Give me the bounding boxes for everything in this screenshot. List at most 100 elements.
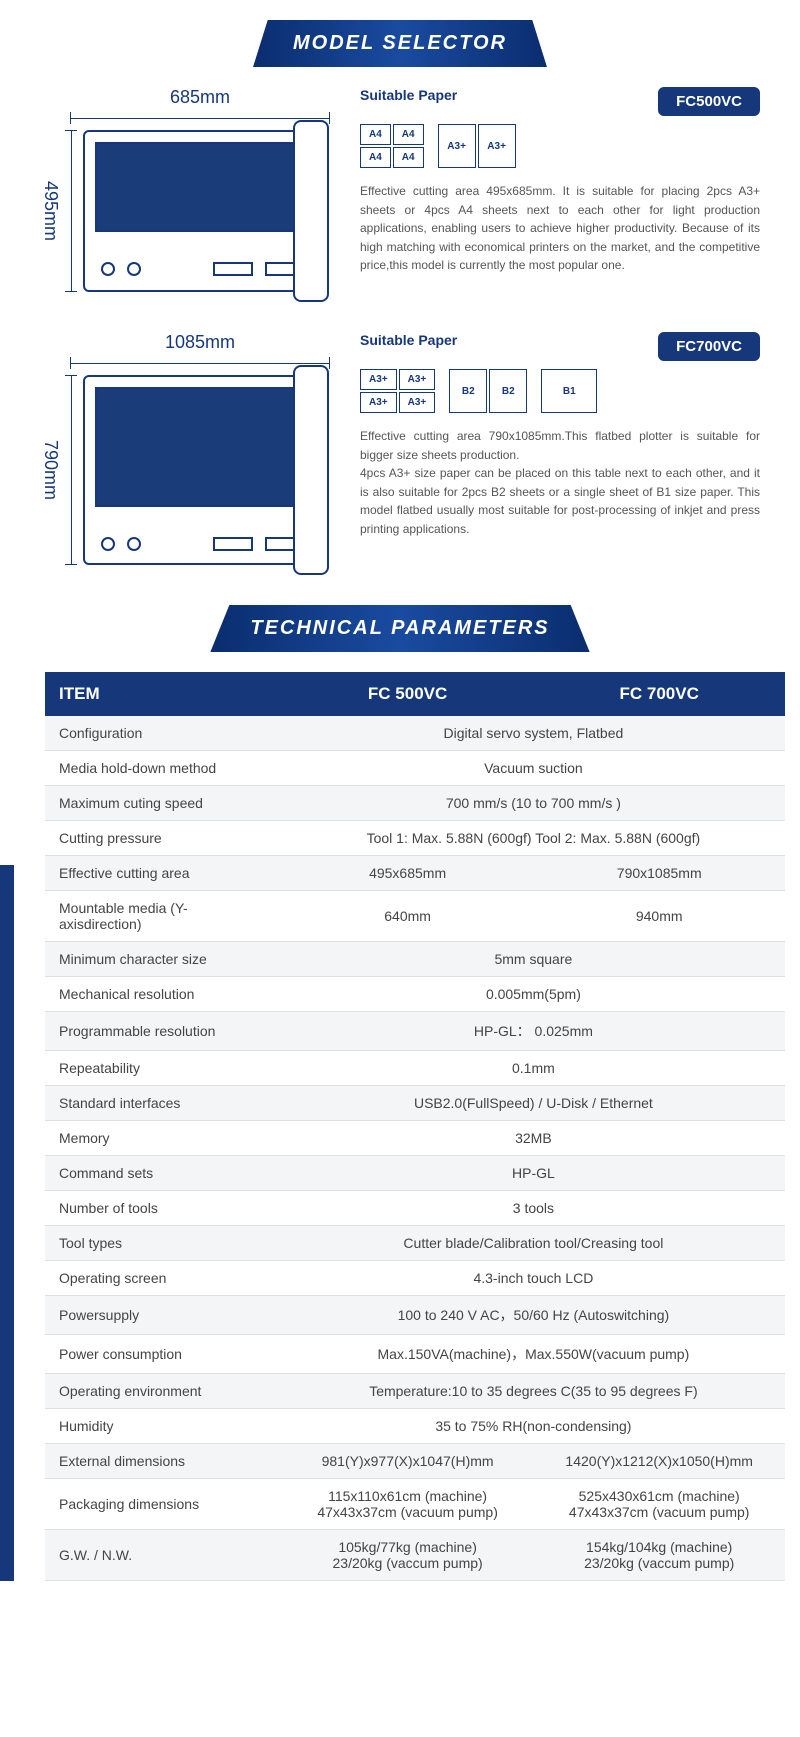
spec-label: External dimensions	[45, 1444, 282, 1479]
spec-value-a: 640mm	[282, 891, 534, 942]
technical-parameters-banner: TECHNICAL PARAMETERS	[210, 605, 589, 652]
spec-label: Memory	[45, 1121, 282, 1156]
spec-value: 700 mm/s (10 to 700 mm/s )	[282, 786, 785, 821]
spec-label: Mountable media (Y-axisdirection)	[45, 891, 282, 942]
paper-cell: A3+	[399, 392, 436, 413]
model-badge: FC700VC	[658, 332, 760, 361]
spec-label: Maximum cuting speed	[45, 786, 282, 821]
spec-value: 35 to 75% RH(non-condensing)	[282, 1409, 785, 1444]
spec-value: HP-GL： 0.025mm	[282, 1012, 785, 1051]
paper-cell: A3+	[399, 369, 436, 390]
knob-icon	[127, 537, 141, 551]
machine-outline	[83, 130, 323, 292]
suitable-paper-label: Suitable Paper	[360, 87, 457, 103]
dim-bar-vertical	[65, 375, 77, 565]
table-row: Operating environmentTemperature:10 to 3…	[45, 1374, 785, 1409]
knob-icon	[101, 262, 115, 276]
spec-value: Vacuum suction	[282, 751, 785, 786]
tower-icon	[293, 365, 329, 575]
button-icon	[213, 262, 253, 276]
table-row: Humidity35 to 75% RH(non-condensing)	[45, 1409, 785, 1444]
spec-label: Operating screen	[45, 1261, 282, 1296]
spec-label: Mechanical resolution	[45, 977, 282, 1012]
spec-value: Temperature:10 to 35 degrees C(35 to 95 …	[282, 1374, 785, 1409]
spec-value-b: 1420(Y)x1212(X)x1050(H)mm	[533, 1444, 785, 1479]
spec-value: 100 to 240 V AC，50/60 Hz (Autoswitching)	[282, 1296, 785, 1335]
paper-groups: A3+ A3+ A3+ A3+ B2 B2 B1	[360, 369, 760, 413]
table-row: G.W. / N.W.105kg/77kg (machine) 23/20kg …	[45, 1530, 785, 1581]
model-description: Effective cutting area 790x1085mm.This f…	[360, 427, 760, 539]
model-description: Effective cutting area 495x685mm. It is …	[360, 182, 760, 275]
spec-label: G.W. / N.W.	[45, 1530, 282, 1581]
machine-controls	[95, 537, 311, 555]
table-header-item: ITEM	[45, 672, 282, 716]
paper-cell: A4	[393, 147, 424, 168]
table-row: ConfigurationDigital servo system, Flatb…	[45, 716, 785, 751]
spec-label: Repeatability	[45, 1051, 282, 1086]
spec-label: Powersupply	[45, 1296, 282, 1335]
dim-bar-horizontal	[70, 112, 330, 124]
table-row: Media hold-down methodVacuum suction	[45, 751, 785, 786]
button-icon	[213, 537, 253, 551]
table-row: Command setsHP-GL	[45, 1156, 785, 1191]
machine-controls	[95, 262, 311, 280]
table-header-fc700vc: FC 700VC	[533, 672, 785, 716]
spec-value: 5mm square	[282, 942, 785, 977]
paper-cell: A3+	[360, 369, 397, 390]
spec-value: USB2.0(FullSpeed) / U-Disk / Ethernet	[282, 1086, 785, 1121]
knob-icon	[127, 262, 141, 276]
table-row: Operating screen4.3-inch touch LCD	[45, 1261, 785, 1296]
model-row-fc500vc: 685mm 495mm	[40, 87, 760, 292]
spec-value-b: 525x430x61cm (machine) 47x43x37cm (vacuu…	[533, 1479, 785, 1530]
spec-label: Power consumption	[45, 1335, 282, 1374]
spec-value-a: 105kg/77kg (machine) 23/20kg (vaccum pum…	[282, 1530, 534, 1581]
dim-bar-vertical	[65, 130, 77, 292]
table-row: Power consumptionMax.150VA(machine)，Max.…	[45, 1335, 785, 1374]
spec-label: Cutting pressure	[45, 821, 282, 856]
spec-label: Humidity	[45, 1409, 282, 1444]
dim-height: 495mm	[40, 130, 61, 292]
table-row: Mountable media (Y-axisdirection)640mm94…	[45, 891, 785, 942]
paper-cell: B1	[541, 369, 597, 413]
spec-value-a: 115x110x61cm (machine) 47x43x37cm (vacuu…	[282, 1479, 534, 1530]
spec-table: ITEM FC 500VC FC 700VC ConfigurationDigi…	[45, 672, 785, 1581]
spec-value: HP-GL	[282, 1156, 785, 1191]
spec-label: Effective cutting area	[45, 856, 282, 891]
spec-value-a: 981(Y)x977(X)x1047(H)mm	[282, 1444, 534, 1479]
spec-value: Tool 1: Max. 5.88N (600gf) Tool 2: Max. …	[282, 821, 785, 856]
paper-cell: A4	[393, 124, 424, 145]
models-container: 685mm 495mm	[0, 87, 800, 565]
spec-value: 32MB	[282, 1121, 785, 1156]
paper-cell: A4	[360, 147, 391, 168]
table-row: External dimensions981(Y)x977(X)x1047(H)…	[45, 1444, 785, 1479]
table-row: Mechanical resolution0.005mm(5pm)	[45, 977, 785, 1012]
table-row: Cutting pressureTool 1: Max. 5.88N (600g…	[45, 821, 785, 856]
spec-value: 0.005mm(5pm)	[282, 977, 785, 1012]
paper-cell: A3+	[478, 124, 516, 168]
spec-value: Max.150VA(machine)，Max.550W(vacuum pump)	[282, 1335, 785, 1374]
technical-section: TECHNICAL PARAMETERS ITEM FC 500VC FC 70…	[0, 605, 800, 1581]
table-row: Powersupply100 to 240 V AC，50/60 Hz (Aut…	[45, 1296, 785, 1335]
spec-value-b: 154kg/104kg (machine) 23/20kg (vaccum pu…	[533, 1530, 785, 1581]
table-row: Tool typesCutter blade/Calibration tool/…	[45, 1226, 785, 1261]
paper-cell: B2	[449, 369, 487, 413]
model-row-fc700vc: 1085mm 790mm	[40, 332, 760, 565]
paper-cell: A3+	[438, 124, 476, 168]
spec-label: Standard interfaces	[45, 1086, 282, 1121]
model-info: Suitable Paper FC500VC A4 A4 A4 A4 A3+ A…	[360, 87, 760, 275]
machine-screen	[95, 387, 311, 507]
paper-groups: A4 A4 A4 A4 A3+ A3+	[360, 124, 760, 168]
table-row: Minimum character size5mm square	[45, 942, 785, 977]
spec-value: Digital servo system, Flatbed	[282, 716, 785, 751]
dim-height: 790mm	[40, 375, 61, 565]
dim-width: 1085mm	[70, 332, 330, 353]
paper-cell: A4	[360, 124, 391, 145]
suitable-paper-label: Suitable Paper	[360, 332, 457, 348]
table-row: Maximum cuting speed700 mm/s (10 to 700 …	[45, 786, 785, 821]
table-row: Packaging dimensions115x110x61cm (machin…	[45, 1479, 785, 1530]
spec-label: Number of tools	[45, 1191, 282, 1226]
spec-label: Media hold-down method	[45, 751, 282, 786]
table-row: Memory32MB	[45, 1121, 785, 1156]
spec-value-b: 940mm	[533, 891, 785, 942]
spec-label: Packaging dimensions	[45, 1479, 282, 1530]
